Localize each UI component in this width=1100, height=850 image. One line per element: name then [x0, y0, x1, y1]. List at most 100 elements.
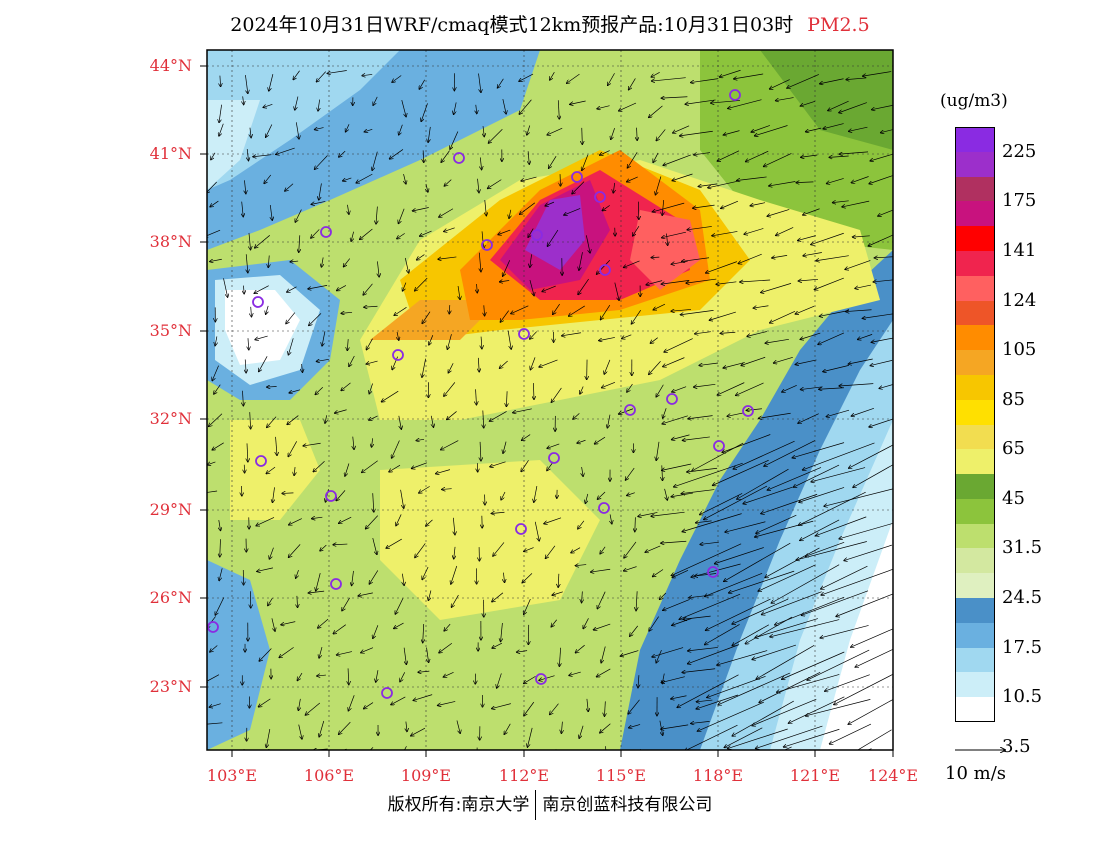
- wind-arrow: [855, 648, 893, 667]
- city-marker: [515, 523, 527, 535]
- wind-arrow: [767, 209, 790, 216]
- wind-arrow: [276, 436, 277, 456]
- wind-arrow: [651, 511, 685, 516]
- wind-arrow: [677, 674, 739, 708]
- wind-arrow: [782, 384, 797, 392]
- wind-arrow: [672, 173, 693, 181]
- city-marker: [481, 239, 493, 251]
- wind-arrow: [335, 409, 347, 413]
- wind-arrow: [733, 440, 795, 469]
- wind-arrow: [439, 208, 454, 217]
- wind-arrow: [422, 566, 429, 580]
- city-markers: [207, 89, 754, 699]
- wind-arrow: [287, 415, 299, 425]
- wind-arrow: [844, 544, 892, 560]
- wind-arrow: [402, 573, 404, 586]
- wind-arrow: [737, 468, 789, 499]
- colorbar-label: 65: [1002, 438, 1025, 460]
- footer-divider: [535, 790, 537, 820]
- wind-arrow: [747, 331, 767, 336]
- wind-arrow: [497, 673, 502, 688]
- wind-arrow: [814, 277, 844, 290]
- wind-arrow: [655, 176, 662, 194]
- wind-arrow: [215, 597, 225, 615]
- copyright-text: 版权所有:南京大学: [387, 795, 530, 815]
- wind-arrow: [734, 73, 764, 79]
- city-marker: [594, 191, 606, 203]
- wind-arrow: [358, 592, 373, 596]
- wind-arrow: [630, 625, 639, 636]
- wind-arrow: [743, 486, 793, 504]
- wind-arrow: [296, 569, 299, 578]
- colorbar-swatch: [955, 151, 995, 177]
- wind-arrow: [429, 335, 434, 345]
- wind-arrow: [339, 516, 352, 523]
- city-marker: [571, 171, 583, 183]
- wind-arrow: [401, 100, 406, 117]
- wind-arrow: [832, 201, 849, 203]
- wind-arrow: [290, 261, 299, 262]
- wind-arrow: [243, 96, 244, 104]
- wind-arrow: [398, 208, 405, 224]
- wind-arrow: [801, 154, 818, 157]
- wind-arrow: [399, 124, 403, 135]
- wind-arrow: [504, 723, 511, 735]
- wind-arrow: [770, 311, 796, 323]
- wind-arrow: [674, 462, 743, 487]
- wind-arrow: [527, 727, 533, 747]
- wind-arrow: [337, 285, 347, 290]
- wind-arrow: [483, 410, 484, 428]
- wind-arrow: [321, 257, 323, 267]
- wind-arrow: [336, 490, 346, 500]
- wind-arrow: [299, 235, 300, 252]
- wind-arrow: [851, 176, 869, 183]
- wind-arrow: [651, 72, 660, 77]
- wind-arrow: [750, 202, 766, 206]
- wind-arrow: [765, 547, 820, 578]
- wind-arrow: [339, 150, 346, 157]
- wind-arrow: [682, 257, 710, 262]
- wind-arrow: [396, 514, 402, 525]
- wind-arrow: [421, 103, 428, 121]
- wind-arrow: [627, 492, 635, 496]
- wind-arrow: [243, 285, 244, 294]
- wind-arrow: [652, 647, 684, 657]
- wind-arrow: [499, 280, 510, 281]
- colorbar-label: 10.5: [1002, 686, 1043, 708]
- wind-arrow: [305, 702, 321, 715]
- colorbar-swatch: [955, 399, 995, 425]
- colorbar-swatch: [955, 622, 995, 648]
- wind-arrow: [671, 309, 692, 311]
- wind-arrow: [717, 382, 745, 395]
- wind-arrow: [376, 670, 378, 682]
- wind-arrow: [628, 699, 640, 714]
- wind-arrow: [597, 591, 606, 609]
- wind-arrow: [578, 278, 589, 294]
- wind-arrow: [858, 334, 873, 339]
- wind-arrow: [271, 618, 275, 631]
- wind-arrow: [351, 231, 353, 242]
- wind-arrow: [531, 754, 533, 765]
- wind-arrow: [871, 337, 893, 342]
- wind-arrow: [649, 616, 659, 631]
- wind-arrow: [700, 493, 743, 514]
- colorbar-label: 225: [1002, 140, 1037, 162]
- wind-arrow: [652, 77, 686, 81]
- wind-arrow: [627, 176, 638, 182]
- wind-arrow: [376, 206, 377, 224]
- wind-arrow: [361, 647, 374, 653]
- wind-arrow: [373, 625, 379, 638]
- wind-arrow: [803, 252, 822, 255]
- wind-arrow: [319, 646, 323, 658]
- lat-tick: 44°N: [149, 56, 192, 75]
- wind-arrow: [223, 278, 227, 297]
- wind-arrow: [600, 304, 611, 320]
- colorbar-swatch: [955, 548, 995, 574]
- wind-arrow: [682, 513, 742, 532]
- wind-arrow: [521, 460, 529, 471]
- lon-tick: 103°E: [206, 766, 258, 785]
- wind-arrow: [722, 434, 771, 453]
- wind-arrow: [303, 442, 321, 446]
- wind-arrow: [709, 311, 736, 320]
